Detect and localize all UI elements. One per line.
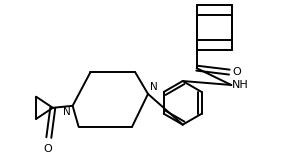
Text: N: N [150,82,158,92]
Text: O: O [232,67,241,77]
Text: NH: NH [232,80,249,90]
Text: O: O [43,143,52,154]
Text: N: N [63,107,71,117]
